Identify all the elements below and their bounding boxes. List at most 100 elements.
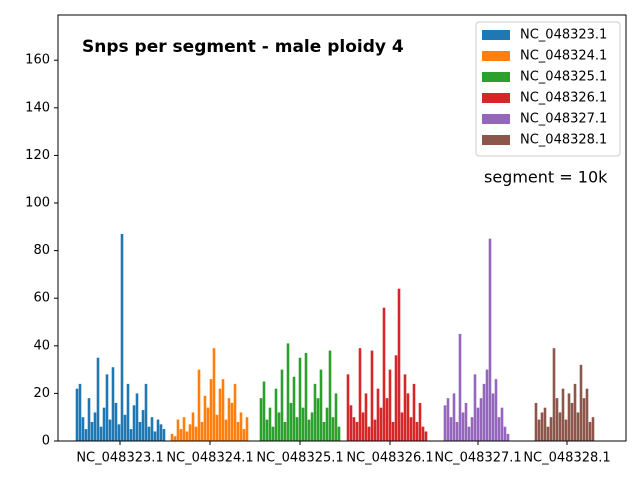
bar [289,402,293,441]
bar [102,407,106,441]
legend-swatch [482,72,510,82]
bar [90,421,94,441]
bar [138,421,142,441]
bar [206,407,210,441]
bar [159,424,163,441]
bar [123,414,127,441]
x-tick-label: NC_048326.1 [346,451,433,466]
bar [209,379,213,441]
bar [307,419,311,441]
bar [382,307,386,441]
bar [337,426,341,441]
bar [446,398,450,441]
bar [367,426,371,441]
bar [277,412,281,441]
y-tick-label: 20 [33,386,50,401]
y-tick-label: 160 [25,53,50,68]
y-tick-label: 80 [33,243,50,258]
bar [114,402,118,441]
bar [259,398,263,441]
bar [355,421,359,441]
bar [418,402,422,441]
bar [87,398,91,441]
bar [325,407,329,441]
bar [156,419,160,441]
y-tick-label: 120 [25,148,50,163]
bar [322,421,326,441]
bar [170,433,174,441]
bar [242,429,246,441]
bar [479,398,483,441]
chart-title: Snps per segment - male ploidy 4 [82,37,404,57]
bar [132,405,136,441]
bar [117,424,121,441]
bar [111,367,115,441]
bar [473,374,477,441]
bar [388,369,392,441]
x-tick-label: NC_048328.1 [523,451,610,466]
bar [582,398,586,441]
bar [591,417,595,441]
bar [108,419,112,441]
bar [443,405,447,441]
bar [188,424,192,441]
bar [105,374,109,441]
plot-frame [57,14,627,442]
legend-swatch [482,51,510,61]
bar [75,388,79,441]
bar [561,388,565,441]
bar [280,369,284,441]
bar [464,402,468,441]
bar [585,388,589,441]
bar [301,407,305,441]
bar [379,407,383,441]
bar [233,383,237,441]
bar [153,431,157,441]
bar [96,357,100,441]
bar [191,412,195,441]
bar [540,412,544,441]
bar [506,433,510,441]
bar [394,355,398,441]
bar [503,426,507,441]
bar [265,419,269,441]
bar [549,417,553,441]
bar [81,417,85,441]
bar [120,233,124,441]
bar [400,412,404,441]
bar [221,379,225,441]
bar [576,412,580,441]
bar [316,398,320,441]
bar [358,348,362,441]
x-tick-label: NC_048325.1 [256,451,343,466]
bar [84,429,88,441]
bar [500,407,504,441]
bar [162,429,166,441]
bar [421,426,425,441]
bar [185,431,189,441]
y-tick-label: 40 [33,338,50,353]
bar [313,383,317,441]
bar [78,383,82,441]
bar [144,383,148,441]
y-tick-label: 100 [25,196,50,211]
bar [424,431,428,441]
bar [494,379,498,441]
bar [129,429,133,441]
bar [262,381,266,441]
y-tick-label: 0 [42,434,50,449]
bar [268,407,272,441]
bar [558,412,562,441]
bar [458,333,462,441]
bar [141,410,145,441]
bar [376,388,380,441]
bar [239,412,243,441]
bar [461,412,465,441]
x-tick-label: NC_048324.1 [166,451,253,466]
y-tick-label: 60 [33,291,50,306]
bar [194,426,198,441]
bar [546,426,550,441]
bar [497,417,501,441]
bar [346,374,350,441]
bar [491,393,495,441]
